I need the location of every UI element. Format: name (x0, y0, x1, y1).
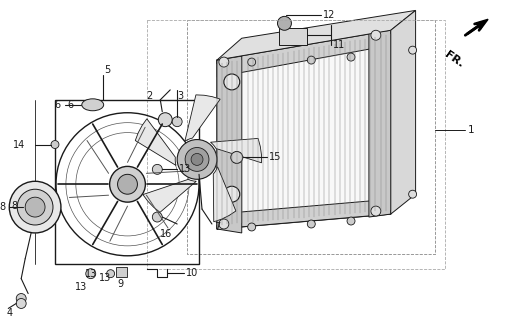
Polygon shape (135, 119, 176, 165)
Circle shape (117, 174, 137, 194)
Text: 12: 12 (323, 10, 335, 20)
Bar (115, 267, 127, 277)
Text: 11: 11 (332, 40, 345, 50)
Circle shape (172, 117, 182, 127)
Circle shape (110, 166, 145, 202)
Circle shape (9, 181, 61, 233)
Polygon shape (475, 19, 487, 29)
Text: 8: 8 (11, 201, 17, 211)
Circle shape (191, 154, 203, 165)
Text: 16: 16 (160, 229, 172, 239)
Bar (279, 28, 307, 45)
Text: 14: 14 (13, 140, 25, 149)
Polygon shape (217, 56, 241, 233)
Polygon shape (390, 11, 415, 214)
Ellipse shape (82, 99, 104, 111)
Polygon shape (368, 30, 390, 217)
Polygon shape (217, 199, 390, 229)
Circle shape (307, 220, 315, 228)
Circle shape (152, 212, 162, 222)
Circle shape (346, 217, 355, 225)
Polygon shape (210, 139, 261, 163)
Circle shape (223, 74, 239, 90)
Circle shape (51, 140, 59, 148)
Circle shape (152, 164, 162, 174)
Circle shape (370, 30, 380, 40)
Circle shape (370, 206, 380, 216)
Polygon shape (213, 167, 235, 222)
Polygon shape (217, 11, 415, 60)
Polygon shape (142, 180, 196, 212)
Text: 2: 2 (146, 91, 152, 101)
Circle shape (107, 270, 114, 278)
Polygon shape (217, 30, 390, 77)
Circle shape (307, 56, 315, 64)
Circle shape (408, 190, 416, 198)
Text: 13: 13 (75, 282, 87, 292)
Text: 4: 4 (6, 308, 13, 318)
Text: 6: 6 (67, 100, 73, 110)
Circle shape (16, 293, 26, 303)
Bar (147, 20, 444, 269)
Circle shape (408, 46, 416, 54)
Circle shape (247, 223, 255, 231)
Text: 13: 13 (179, 164, 191, 174)
Circle shape (16, 299, 26, 308)
Circle shape (17, 189, 53, 225)
Text: 13: 13 (84, 269, 96, 279)
Circle shape (230, 151, 242, 164)
Circle shape (346, 53, 355, 61)
Circle shape (277, 16, 291, 30)
Text: 6: 6 (55, 100, 61, 110)
Circle shape (219, 219, 228, 229)
Polygon shape (184, 95, 220, 141)
Text: 1: 1 (467, 124, 474, 135)
Text: 15: 15 (268, 152, 280, 163)
Text: 10: 10 (186, 268, 198, 278)
Text: 9: 9 (117, 279, 123, 289)
Text: 3: 3 (177, 91, 183, 101)
Bar (187, 20, 435, 254)
Circle shape (219, 57, 228, 67)
Circle shape (223, 186, 239, 202)
Text: 13: 13 (98, 273, 111, 283)
Text: 5: 5 (105, 65, 111, 75)
Bar (55, 100, 198, 264)
Circle shape (247, 58, 255, 66)
Text: FR.: FR. (442, 49, 464, 69)
Circle shape (25, 197, 45, 217)
Text: 7: 7 (214, 222, 220, 232)
Text: 8: 8 (0, 202, 5, 212)
Circle shape (158, 113, 172, 127)
Polygon shape (217, 30, 390, 229)
Circle shape (185, 148, 209, 171)
Circle shape (86, 269, 95, 279)
Circle shape (177, 140, 217, 179)
